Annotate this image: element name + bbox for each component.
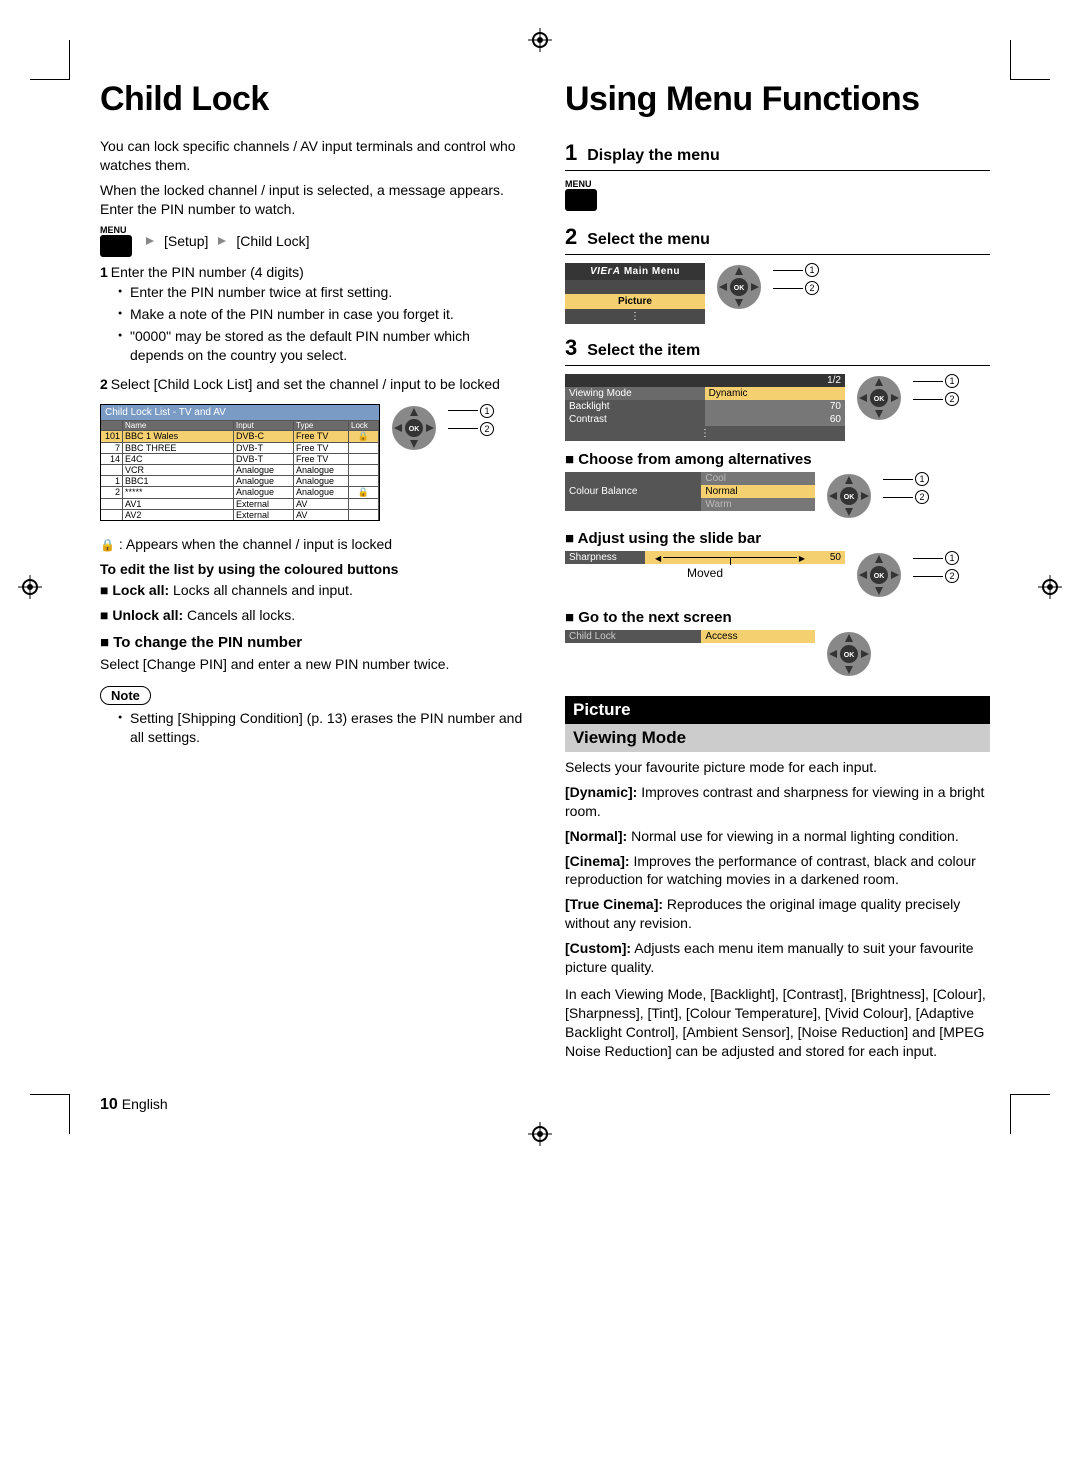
table-row: AV2ExternalAV bbox=[101, 509, 379, 520]
osd-row: Viewing ModeDynamic bbox=[565, 387, 845, 400]
next-screen-heading: Go to the next screen bbox=[565, 609, 990, 626]
arrow-icon bbox=[145, 233, 155, 249]
mode-description: [Dynamic]: Improves contrast and sharpne… bbox=[565, 783, 990, 821]
callout-2: 2 bbox=[448, 422, 494, 436]
change-pin-text: Select [Change PIN] and enter a new PIN … bbox=[100, 655, 525, 674]
page-footer: 10English bbox=[100, 1096, 990, 1114]
breadcrumb: [Setup] bbox=[164, 233, 208, 249]
viewing-mode-heading: Viewing Mode bbox=[565, 724, 990, 752]
breadcrumb: [Child Lock] bbox=[236, 233, 309, 249]
callout-2: 2 bbox=[773, 281, 819, 295]
menu-button-icon bbox=[565, 189, 597, 211]
intro-text: You can lock specific channels / AV inpu… bbox=[100, 137, 525, 175]
menu-label: MENU bbox=[100, 225, 136, 235]
mode-description: [Custom]: Adjusts each menu item manuall… bbox=[565, 939, 990, 977]
items-osd: 1/2 Viewing ModeDynamicBacklight70Contra… bbox=[565, 374, 845, 441]
registration-mark bbox=[528, 1122, 552, 1146]
unlock-all: ■ Unlock all: Cancels all locks. bbox=[100, 606, 525, 625]
viewing-mode-intro: Selects your favourite picture mode for … bbox=[565, 758, 990, 777]
table-row: 1BBC1AnalogueAnalogue bbox=[101, 475, 379, 486]
registration-mark bbox=[18, 575, 42, 599]
crop-mark bbox=[1010, 40, 1050, 80]
step-2: 2Select [Child Lock List] and set the ch… bbox=[100, 375, 525, 394]
callout-2: 2 bbox=[913, 569, 959, 583]
dpad-icon bbox=[715, 263, 763, 311]
callout-1: 1 bbox=[913, 374, 959, 388]
note-label: Note bbox=[100, 686, 151, 705]
table-row: 7BBC THREEDVB-TFree TV bbox=[101, 442, 379, 453]
step-3-header: 3Select the item bbox=[565, 332, 990, 366]
bullet: Enter the PIN number twice at first sett… bbox=[118, 283, 525, 302]
callout-2: 2 bbox=[913, 392, 959, 406]
table-title: Child Lock List - TV and AV bbox=[101, 405, 379, 420]
bullet: Make a note of the PIN number in case yo… bbox=[118, 305, 525, 324]
callout-2: 2 bbox=[883, 490, 929, 504]
lock-icon-legend: 🔒 : Appears when the channel / input is … bbox=[100, 535, 525, 554]
lock-all: ■ Lock all: Locks all channels and input… bbox=[100, 581, 525, 600]
menu-label: MENU bbox=[565, 179, 990, 189]
callout-1: 1 bbox=[773, 263, 819, 277]
table-row: AV1ExternalAV bbox=[101, 498, 379, 509]
note-text: Setting [Shipping Condition] (p. 13) era… bbox=[118, 709, 525, 747]
menu-button-icon bbox=[100, 235, 132, 257]
right-column: Using Menu Functions 1Display the menu M… bbox=[565, 80, 990, 1066]
colour-balance-osd: CoolColour BalanceNormalWarm bbox=[565, 472, 815, 511]
dpad-icon bbox=[855, 374, 903, 422]
child-lock-title: Child Lock bbox=[100, 80, 525, 119]
crop-mark bbox=[1010, 1094, 1050, 1134]
dpad-icon bbox=[825, 630, 873, 678]
registration-mark bbox=[1038, 575, 1062, 599]
adjust-heading: Adjust using the slide bar bbox=[565, 530, 990, 547]
dpad-icon bbox=[390, 404, 438, 452]
child-lock-access-osd: Child Lock Access bbox=[565, 630, 815, 643]
crop-mark bbox=[30, 40, 70, 80]
step-1: 1Enter the PIN number (4 digits) Enter t… bbox=[100, 263, 525, 365]
callout-1: 1 bbox=[913, 551, 959, 565]
bullet: "0000" may be stored as the default PIN … bbox=[118, 327, 525, 365]
crop-mark bbox=[30, 1094, 70, 1134]
edit-heading: To edit the list by using the coloured b… bbox=[100, 560, 525, 579]
dpad-icon bbox=[855, 551, 903, 599]
mode-description: [Cinema]: Improves the performance of co… bbox=[565, 852, 990, 890]
intro-text: When the locked channel / input is selec… bbox=[100, 181, 525, 219]
table-row: 101BBC 1 WalesDVB-CFree TV🔒 bbox=[101, 430, 379, 442]
osd-row: Backlight70 bbox=[565, 400, 845, 413]
osd-row: Contrast60 bbox=[565, 413, 845, 426]
sharpness-osd: Sharpness ◀▶ 50 bbox=[565, 551, 845, 564]
mode-description: [True Cinema]: Reproduces the original i… bbox=[565, 895, 990, 933]
picture-section: Picture bbox=[565, 696, 990, 724]
using-menu-title: Using Menu Functions bbox=[565, 80, 990, 119]
callout-1: 1 bbox=[883, 472, 929, 486]
arrow-icon bbox=[217, 233, 227, 249]
mode-description: [Normal]: Normal use for viewing in a no… bbox=[565, 827, 990, 846]
step-2-header: 2Select the menu bbox=[565, 221, 990, 255]
main-menu-osd: VIEᴦA Main Menu Picture ⋮ bbox=[565, 263, 705, 324]
left-column: Child Lock You can lock specific channel… bbox=[100, 80, 525, 1066]
choose-heading: Choose from among alternatives bbox=[565, 451, 990, 468]
change-pin-heading: To change the PIN number bbox=[100, 634, 525, 651]
step-1-header: 1Display the menu bbox=[565, 137, 990, 171]
moved-label: Moved bbox=[565, 566, 845, 580]
callout-1: 1 bbox=[448, 404, 494, 418]
child-lock-table: Child Lock List - TV and AV NameInputTyp… bbox=[100, 404, 380, 521]
table-row: 2*****AnalogueAnalogue🔒 bbox=[101, 486, 379, 498]
dpad-icon bbox=[825, 472, 873, 520]
table-row: VCRAnalogueAnalogue bbox=[101, 464, 379, 475]
registration-mark bbox=[528, 28, 552, 52]
viewing-mode-footnote: In each Viewing Mode, [Backlight], [Cont… bbox=[565, 985, 990, 1061]
table-row: 14E4CDVB-TFree TV bbox=[101, 453, 379, 464]
